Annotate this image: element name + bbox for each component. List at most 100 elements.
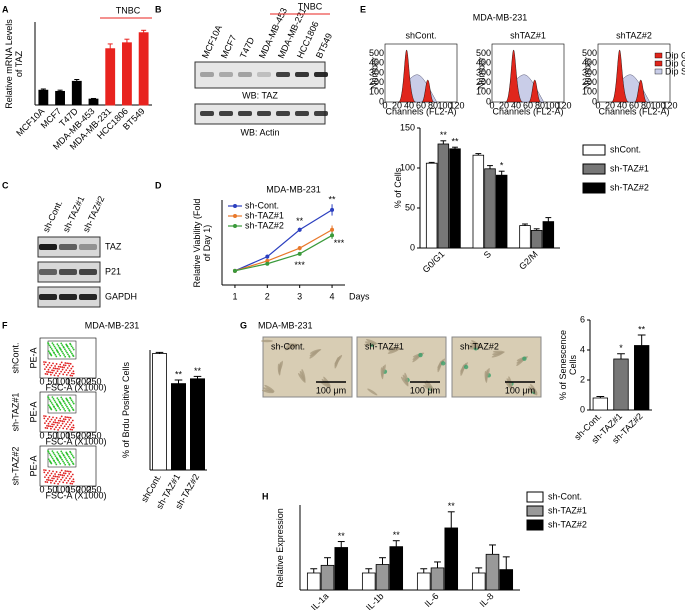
x-tick-label: 0: [382, 100, 387, 110]
x-tick-label: 120: [662, 100, 677, 110]
legend-swatch: [654, 52, 663, 59]
error-bar: [475, 567, 483, 573]
event: [43, 363, 46, 366]
x-tick-label: 0: [39, 484, 44, 494]
event: [53, 482, 56, 485]
event: [59, 347, 61, 350]
event: [71, 372, 73, 375]
error-bar: [447, 511, 455, 528]
y-axis-label: % of Brdu Positive Cells: [121, 361, 131, 459]
event: [58, 422, 60, 424]
band: [39, 244, 57, 250]
event: [62, 418, 65, 420]
event: [61, 368, 64, 371]
event: [60, 415, 63, 418]
event: [54, 367, 57, 370]
event: [67, 461, 69, 464]
event: [48, 398, 51, 401]
event: [59, 363, 62, 366]
x-tick-label: 0: [39, 430, 44, 440]
x-tick-label: G2/M: [517, 249, 540, 272]
event: [65, 369, 68, 372]
x-tick-label: 120: [449, 100, 464, 110]
bar: [437, 143, 450, 249]
y-axis-label: PE-A: [28, 401, 38, 422]
event: [58, 372, 61, 375]
event: [68, 362, 70, 365]
lane-label: BT549: [314, 32, 334, 60]
event: [53, 423, 55, 426]
event: [62, 373, 65, 376]
x-tick-label: 120: [556, 100, 571, 110]
event: [44, 361, 47, 364]
event: [49, 454, 52, 457]
event: [45, 366, 48, 368]
event: [59, 420, 62, 422]
bar: [495, 174, 508, 249]
x-axis-label: Channels (FL2-A): [598, 106, 669, 116]
band: [59, 294, 77, 300]
event: [51, 479, 54, 482]
event: [59, 401, 61, 404]
bar: [499, 569, 514, 591]
y-tick-label: 0: [410, 242, 415, 252]
x-tick-label: 3: [297, 291, 302, 301]
event: [68, 369, 71, 372]
gate: [47, 340, 77, 360]
event: [53, 345, 56, 348]
event: [49, 425, 52, 428]
y-tick-label: 0: [592, 96, 597, 106]
event: [56, 424, 59, 426]
event: [49, 460, 52, 463]
event: [56, 403, 58, 406]
event: [64, 418, 67, 421]
x-tick-label: 0: [39, 376, 44, 386]
event: [70, 345, 73, 348]
y-tick-label: 100: [582, 87, 597, 97]
event: [53, 428, 56, 431]
error-bar: [533, 228, 540, 231]
panel-label: sh-TAZ#2: [10, 447, 20, 486]
error-bar: [498, 170, 505, 176]
x-tick-label: 2: [265, 291, 270, 301]
legend-swatch: [526, 491, 544, 503]
band: [39, 294, 57, 300]
x-tick-label: 20: [499, 100, 509, 110]
dip-g1: [611, 49, 629, 103]
x-tick-label: 60: [416, 100, 426, 110]
bar: [170, 383, 186, 471]
event: [71, 374, 74, 377]
band: [79, 269, 97, 275]
x-tick-label: 20: [605, 100, 615, 110]
event: [60, 370, 62, 373]
event: [46, 370, 48, 373]
event: [59, 417, 62, 420]
lane-label: T47D: [238, 35, 257, 60]
event: [46, 424, 48, 427]
event: [47, 342, 50, 345]
event: [56, 370, 59, 372]
band: [295, 111, 309, 116]
event: [62, 400, 65, 403]
event: [56, 367, 59, 370]
event: [60, 396, 63, 399]
event: [61, 366, 64, 369]
event: [45, 474, 48, 476]
event: [58, 353, 61, 355]
event: [60, 424, 62, 427]
event: [56, 349, 58, 352]
event: [54, 461, 57, 464]
event: [66, 470, 68, 473]
bar: [449, 148, 461, 249]
point: [330, 233, 335, 238]
y-axis-label: % of Senescence Cells: [558, 329, 578, 401]
bar: [306, 572, 321, 591]
event: [50, 373, 52, 376]
event: [72, 480, 75, 483]
event: [72, 424, 75, 427]
event: [61, 452, 64, 454]
event: [66, 367, 69, 369]
event: [63, 479, 66, 482]
event: [49, 406, 52, 409]
